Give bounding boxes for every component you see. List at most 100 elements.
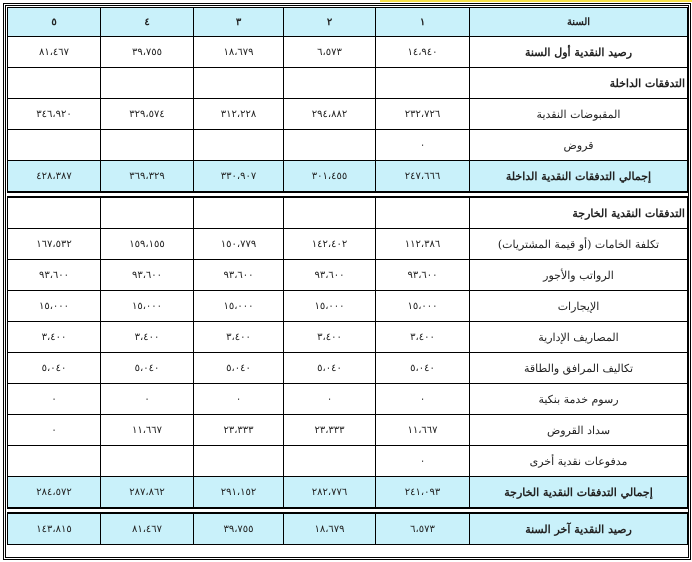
cell-year-5: ١٤٣،٨١٥ xyxy=(7,512,101,545)
cell-year-5: ٠ xyxy=(7,383,101,415)
cell-year-5 xyxy=(7,445,101,477)
divider-cell xyxy=(100,507,194,514)
table-row: إجمالي التدفقات النقدية الداخلة ٢٤٧،٦٦٦ ٣٠… xyxy=(7,160,688,193)
row-label: رصيد النقدية آخر السنة xyxy=(469,512,688,545)
header-year-5: ٥ xyxy=(7,7,101,37)
table-row: تكاليف المرافق والطاقة ٥،٠٤٠ ٥،٠٤٠ ٥،٠٤٠ ٥،٠… xyxy=(7,352,688,384)
cell-year-3: ٩٣،٦٠٠ xyxy=(193,259,284,291)
cell-year-2: ١٨،٦٧٩ xyxy=(283,512,376,545)
divider-cell xyxy=(193,507,284,514)
cell-year-3: ١٨،٦٧٩ xyxy=(193,36,284,68)
cell-year-5: ٠ xyxy=(7,414,101,446)
cell-year-5 xyxy=(7,129,101,161)
table-row: مدفوعات نقدية أخرى ٠ xyxy=(7,445,688,477)
cell-year-3 xyxy=(193,445,284,477)
cell-year-2 xyxy=(283,67,376,99)
row-label: قروض xyxy=(469,129,688,161)
table-row: المقبوضات النقدية ٢٣٢،٧٢٦ ٢٩٤،٨٨٢ ٣١٢،٢٢٨ ٣٢… xyxy=(7,98,688,130)
cell-year-4: ٣٢٩،٥٧٤ xyxy=(100,98,194,130)
section-divider xyxy=(7,191,688,198)
header-year-label: السنة xyxy=(469,7,688,37)
table-row: رصيد النقدية آخر السنة ٦،٥٧٣ ١٨،٦٧٩ ٣٩،٧٥٥ ٨… xyxy=(7,512,688,545)
header-year-4: ٤ xyxy=(100,7,194,37)
cell-year-3 xyxy=(193,129,284,161)
header-year-2: ٢ xyxy=(283,7,376,37)
cell-year-4: ٢٨٧،٨٦٢ xyxy=(100,476,194,509)
cell-year-1: ٢٤١،٠٩٣ xyxy=(375,476,470,509)
row-label: رسوم خدمة بنكية xyxy=(469,383,688,415)
header-year-3: ٣ xyxy=(193,7,284,37)
cell-year-5: ٣٤٦،٩٢٠ xyxy=(7,98,101,130)
cell-year-2 xyxy=(283,129,376,161)
table-row: رصيد النقدية أول السنة ١٤،٩٤٠ ٦،٥٧٣ ١٨،٦٧٩ ٣… xyxy=(7,36,688,68)
cash-flow-table-frame: السنة ١ ٢ ٣ ٤ ٥ رصيد النقدية أول السنة ١٤… xyxy=(3,3,691,560)
divider-cell xyxy=(375,507,470,514)
cell-year-4 xyxy=(100,67,194,99)
cell-year-1 xyxy=(375,67,470,99)
cell-year-4: ٩٣،٦٠٠ xyxy=(100,259,194,291)
table-row: قروض ٠ xyxy=(7,129,688,161)
cell-year-1: ١٥،٠٠٠ xyxy=(375,290,470,322)
cell-year-4 xyxy=(100,196,194,229)
divider-cell xyxy=(283,507,376,514)
cell-year-2: ٣٠١،٤٥٥ xyxy=(283,160,376,193)
cell-year-3 xyxy=(193,67,284,99)
cell-year-3: ٣٩،٧٥٥ xyxy=(193,512,284,545)
cell-year-1: ٠ xyxy=(375,445,470,477)
cell-year-2: ٥،٠٤٠ xyxy=(283,352,376,384)
cell-year-4: ٣٩،٧٥٥ xyxy=(100,36,194,68)
cell-year-2 xyxy=(283,196,376,229)
table-row: التدفقات النقدية الخارجة xyxy=(7,196,688,229)
cell-year-2: ٢٨٢،٧٧٦ xyxy=(283,476,376,509)
cell-year-5 xyxy=(7,196,101,229)
row-label: رصيد النقدية أول السنة xyxy=(469,36,688,68)
cell-year-5: ٣،٤٠٠ xyxy=(7,321,101,353)
cell-year-1: ١١٢،٣٨٦ xyxy=(375,228,470,260)
header-row: السنة ١ ٢ ٣ ٤ ٥ xyxy=(7,7,688,37)
cell-year-5: ١٦٧،٥٣٢ xyxy=(7,228,101,260)
table-row: سداد القروض ١١،٦٦٧ ٢٣،٣٣٣ ٢٣،٣٣٣ ١١،٦٦٧ ٠ xyxy=(7,414,688,446)
row-label: الرواتب والأجور xyxy=(469,259,688,291)
table-row: الإيجارات ١٥،٠٠٠ ١٥،٠٠٠ ١٥،٠٠٠ ١٥،٠٠٠ ١٥،٠٠٠ xyxy=(7,290,688,322)
cell-year-5: ٩٣،٦٠٠ xyxy=(7,259,101,291)
cell-year-1: ٢٤٧،٦٦٦ xyxy=(375,160,470,193)
cell-year-5: ٨١،٤٦٧ xyxy=(7,36,101,68)
row-label: المصاريف الإدارية xyxy=(469,321,688,353)
cell-year-3 xyxy=(193,196,284,229)
row-label: التدفقات الداخلة xyxy=(469,67,688,99)
divider-cell xyxy=(469,191,688,198)
cell-year-1: ١١،٦٦٧ xyxy=(375,414,470,446)
cell-year-1: ٥،٠٤٠ xyxy=(375,352,470,384)
cell-year-4: ٨١،٤٦٧ xyxy=(100,512,194,545)
row-label: تكاليف المرافق والطاقة xyxy=(469,352,688,384)
cell-year-4 xyxy=(100,129,194,161)
row-label: الإيجارات xyxy=(469,290,688,322)
cell-year-1: ٠ xyxy=(375,383,470,415)
row-label: سداد القروض xyxy=(469,414,688,446)
cell-year-5: ٥،٠٤٠ xyxy=(7,352,101,384)
cell-year-1 xyxy=(375,196,470,229)
row-label: المقبوضات النقدية xyxy=(469,98,688,130)
cell-year-2: ٣،٤٠٠ xyxy=(283,321,376,353)
cell-year-4: ١١،٦٦٧ xyxy=(100,414,194,446)
divider-cell xyxy=(193,191,284,198)
divider-cell xyxy=(469,507,688,514)
cell-year-2: ١٤٢،٤٠٢ xyxy=(283,228,376,260)
cell-year-3: ٣٣٠،٩٠٧ xyxy=(193,160,284,193)
table-row: الرواتب والأجور ٩٣،٦٠٠ ٩٣،٦٠٠ ٩٣،٦٠٠ ٩٣،٦٠٠ ٩… xyxy=(7,259,688,291)
cell-year-2: ٢٣،٣٣٣ xyxy=(283,414,376,446)
cell-year-5 xyxy=(7,67,101,99)
cell-year-1: ١٤،٩٤٠ xyxy=(375,36,470,68)
cell-year-3: ٢٣،٣٣٣ xyxy=(193,414,284,446)
cell-year-3: ٠ xyxy=(193,383,284,415)
row-label: إجمالي التدفقات النقدية الخارجة xyxy=(469,476,688,509)
cell-year-2: ٠ xyxy=(283,383,376,415)
row-label: إجمالي التدفقات النقدية الداخلة xyxy=(469,160,688,193)
cell-year-2: ٩٣،٦٠٠ xyxy=(283,259,376,291)
table-row: التدفقات الداخلة xyxy=(7,67,688,99)
divider-cell xyxy=(283,191,376,198)
divider-cell xyxy=(100,191,194,198)
cell-year-1: ٢٣٢،٧٢٦ xyxy=(375,98,470,130)
table-row: تكلفة الخامات (أو قيمة المشتريات) ١١٢،٣٨٦… xyxy=(7,228,688,260)
cell-year-4 xyxy=(100,445,194,477)
